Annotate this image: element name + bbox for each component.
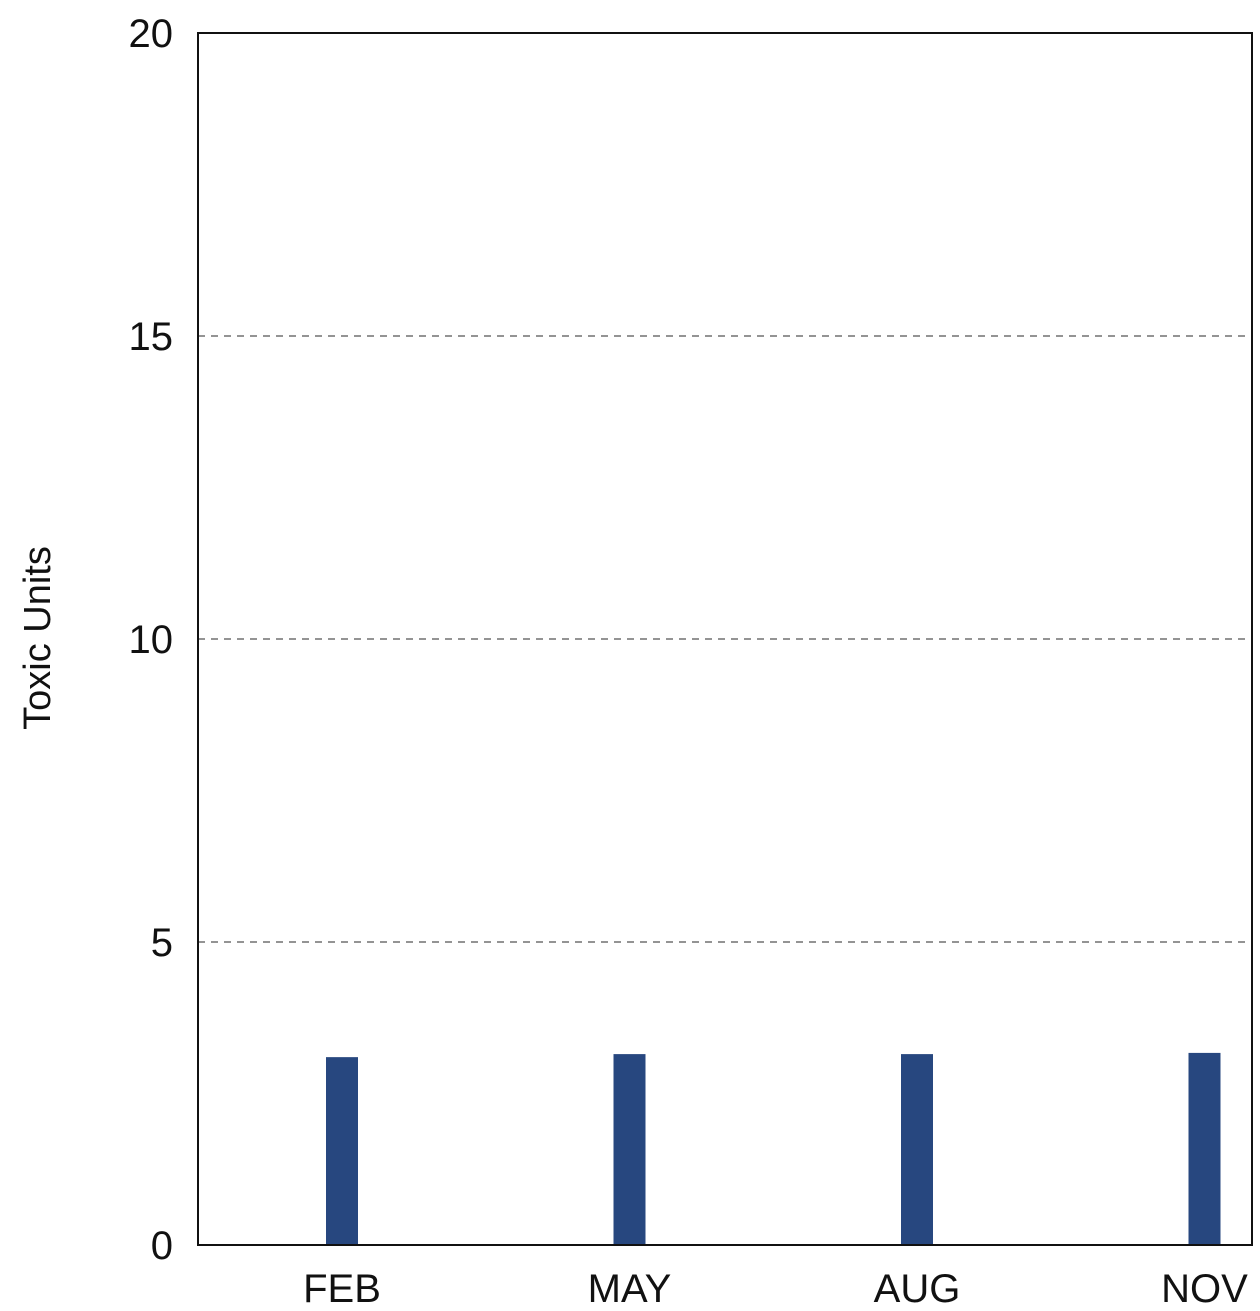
bar-aug (901, 1054, 933, 1245)
x-tick-label-aug: AUG (874, 1267, 961, 1311)
y-tick-label-5: 5 (151, 921, 173, 965)
x-tick-label-nov: NOV (1161, 1267, 1248, 1311)
y-tick-label-15: 15 (129, 315, 174, 359)
bar-feb (326, 1057, 358, 1245)
y-axis-ticks: 0 5 10 15 20 (129, 12, 174, 1268)
y-axis-label: Toxic Units (17, 546, 59, 730)
y-tick-label-0: 0 (151, 1224, 173, 1268)
plot-frame (197, 32, 1253, 1246)
bar-nov (1188, 1052, 1221, 1245)
bars (326, 1052, 1221, 1245)
y-tick-label-10: 10 (129, 618, 174, 662)
x-tick-label-may: MAY (588, 1267, 672, 1311)
x-axis-ticks: FEB MAY AUG NOV (303, 1267, 1248, 1311)
gridlines (198, 335, 1252, 943)
bar-may (613, 1054, 646, 1245)
x-tick-label-feb: FEB (303, 1267, 381, 1311)
y-tick-label-20: 20 (129, 12, 174, 56)
